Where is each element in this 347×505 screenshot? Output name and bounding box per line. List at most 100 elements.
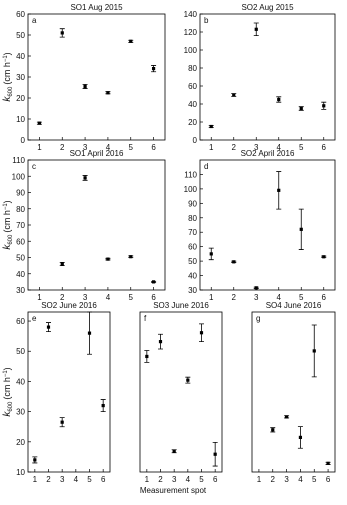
- point: [254, 286, 258, 290]
- x-tick-label: 2: [60, 293, 65, 302]
- point: [277, 188, 281, 192]
- x-tick-label: 5: [129, 293, 134, 302]
- y-tick-label: 80: [188, 214, 197, 223]
- y-tick-label: 120: [184, 28, 198, 37]
- x-tick-label: 3: [284, 475, 289, 484]
- y-tick-label: 110: [12, 156, 25, 165]
- y-tick-label: 40: [16, 52, 25, 61]
- y-axis-label: k600(cm h−1): [2, 52, 14, 101]
- x-tick-label: 6: [213, 475, 218, 484]
- y-tick-label: 40: [16, 270, 25, 279]
- point: [271, 428, 275, 432]
- point: [37, 121, 42, 125]
- y-tick-label: 100: [184, 46, 198, 55]
- y-tick-label: 10: [16, 468, 25, 477]
- y-tick-label: 60: [188, 243, 197, 252]
- point: [254, 27, 258, 31]
- y-tick-label: 50: [16, 254, 25, 263]
- x-tick-label: 1: [37, 143, 42, 152]
- point: [277, 97, 281, 102]
- point: [106, 91, 110, 95]
- y-tick-label: 20: [188, 118, 197, 127]
- x-tick-label: 1: [33, 475, 38, 484]
- x-tick-label: 2: [232, 143, 237, 152]
- x-tick-label: 2: [232, 293, 237, 302]
- x-tick-label: 5: [312, 475, 317, 484]
- y-tick-label: 30: [188, 286, 197, 295]
- y-tick-label: 20: [16, 94, 25, 103]
- x-tick-label: 1: [209, 143, 214, 152]
- y-axis-label-part: ): [2, 200, 12, 203]
- y-tick-label: 80: [188, 64, 197, 73]
- point: [145, 354, 149, 359]
- y-tick-label: 20: [16, 438, 25, 447]
- x-tick-label: 5: [199, 475, 204, 484]
- x-tick-label: 1: [145, 475, 150, 484]
- y-tick-label: 70: [188, 228, 197, 237]
- panel-label: a: [32, 16, 37, 25]
- point: [60, 262, 64, 266]
- y-tick-label: 110: [184, 170, 197, 179]
- point: [101, 403, 105, 408]
- y-tick-label: 60: [188, 82, 197, 91]
- x-tick-label: 2: [60, 143, 65, 152]
- point: [158, 340, 163, 344]
- point: [87, 331, 92, 335]
- x-tick-label: 5: [299, 143, 304, 152]
- point: [284, 415, 289, 419]
- x-tick-label: 4: [298, 475, 303, 484]
- panel-title: SO3 June 2016: [153, 301, 209, 310]
- y-axis-label-part: k: [2, 96, 13, 102]
- point: [172, 449, 176, 453]
- x-tick-label: 4: [186, 475, 191, 484]
- panel-title: SO2 April 2016: [241, 149, 295, 158]
- point: [299, 106, 303, 111]
- point: [151, 280, 156, 284]
- point: [232, 260, 236, 264]
- y-tick-label: 10: [16, 115, 25, 124]
- panel-title: SO1 April 2016: [70, 149, 124, 158]
- point: [209, 252, 213, 256]
- x-tick-label: 1: [257, 475, 262, 484]
- x-tick-label: 1: [209, 293, 214, 302]
- x-tick-label: 5: [87, 475, 92, 484]
- panel-frame: [27, 13, 166, 141]
- panel-title: SO2 June 2016: [41, 301, 97, 310]
- y-axis-label-part: (cm h: [2, 62, 12, 85]
- point: [209, 124, 213, 129]
- x-axis-label: Measurement spot: [140, 486, 207, 495]
- y-axis-label-part: 600: [8, 234, 14, 245]
- y-axis-label-part: −1: [3, 55, 9, 63]
- panel-frame: [251, 311, 336, 473]
- panel-title: SO1 Aug 2015: [70, 3, 123, 12]
- x-tick-label: 3: [172, 475, 177, 484]
- panel-label: d: [204, 162, 208, 171]
- y-axis-label-part: −1: [3, 370, 9, 378]
- point: [83, 84, 87, 89]
- y-tick-label: 90: [16, 189, 25, 198]
- x-tick-label: 6: [326, 475, 331, 484]
- point: [213, 452, 217, 456]
- point: [298, 435, 303, 440]
- point: [322, 104, 326, 108]
- x-tick-label: 2: [46, 475, 51, 484]
- point: [299, 227, 303, 231]
- point: [60, 31, 64, 35]
- point: [129, 39, 133, 43]
- y-tick-label: 60: [16, 10, 25, 19]
- point: [33, 458, 37, 462]
- x-tick-label: 4: [277, 293, 282, 302]
- y-tick-label: 100: [12, 172, 26, 181]
- x-tick-label: 6: [101, 475, 106, 484]
- point: [326, 461, 330, 465]
- x-tick-label: 4: [277, 143, 282, 152]
- x-tick-label: 4: [106, 293, 111, 302]
- x-tick-label: 3: [83, 293, 88, 302]
- y-tick-label: 60: [16, 237, 25, 246]
- y-axis-label-part: 600: [8, 86, 14, 97]
- panel-label: e: [32, 314, 37, 323]
- y-axis-label: k600(cm h−1): [2, 200, 14, 249]
- x-tick-label: 6: [151, 143, 156, 152]
- x-tick-label: 3: [83, 143, 88, 152]
